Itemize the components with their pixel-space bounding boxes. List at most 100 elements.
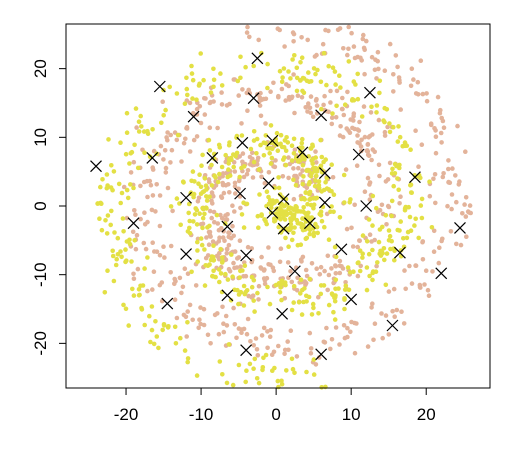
series-2-point [142,322,147,328]
series-2-point [239,165,244,171]
series-2-point [316,179,322,184]
series-2-point [197,211,202,216]
series-1-point [236,186,241,192]
series-2-point [305,201,310,207]
series-2-point [259,213,264,218]
series-1-point [157,282,163,288]
series-1-point [420,257,426,262]
series-2-point [283,148,289,153]
series-2-point [174,196,180,201]
series-2-point [202,176,208,181]
series-2-point [288,76,293,81]
series-2-point [217,359,223,364]
series-1-point [193,283,199,288]
series-1-point [413,91,419,96]
series-2-point [128,151,134,156]
series-1-point [232,180,238,186]
series-2-point [333,277,339,283]
series-2-point [306,167,311,173]
series-1-point [468,210,474,216]
series-1-point [220,182,226,188]
series-1-point [375,58,381,64]
series-1-point [372,321,378,327]
series-2-point [316,311,321,316]
x-tick-label: 10 [342,405,361,424]
series-1-point [232,265,237,271]
cluster-center-marker [221,289,234,302]
series-1-point [181,140,187,146]
series-1-point [314,103,320,108]
series-2-point [326,63,332,69]
series-1-point [382,68,388,73]
series-2-point [311,357,317,362]
series-1-point [255,353,261,358]
series-1-point [244,90,250,96]
series-1-point [128,170,134,175]
series-2-point [217,171,222,177]
series-2-point [291,283,297,289]
series-2-point [333,254,339,260]
series-1-point [219,226,224,231]
series-2-point [119,254,124,260]
series-2-point [251,129,257,134]
series-1-point [361,32,366,38]
series-1-point [237,238,243,243]
series-2-point [210,274,216,279]
series-2-point [313,155,319,160]
series-1-point [304,273,310,279]
series-1-point [230,203,235,208]
series-1-point [426,293,432,299]
series-2-point [149,304,155,309]
series-1-point [194,134,200,139]
series-2-point [291,177,296,182]
series-1-point [358,55,363,61]
series-2-point [255,225,261,230]
series-2-point [319,106,324,112]
series-2-point [198,184,204,190]
series-2-point [279,79,285,85]
series-1-point [440,236,445,242]
series-1-point [437,245,442,250]
series-1-point [397,80,402,85]
series-1-point [277,259,283,265]
series-1-point [174,137,180,143]
series-2-point [304,369,309,375]
series-2-point [111,169,117,174]
series-2-point [136,129,142,134]
series-1-point [231,233,236,239]
series-2-point [357,248,363,253]
series-2-point [177,201,182,206]
series-1-point [124,215,130,221]
series-1-point [256,283,262,289]
series-2-point [199,242,205,248]
series-1-point [217,175,222,181]
series-1-point [413,128,418,133]
series-1-point [168,160,173,165]
series-2-point [241,225,247,230]
series-2-point [349,98,355,103]
series-1-point [427,193,433,199]
series-1-point [133,246,139,252]
series-1-point [208,99,213,105]
series-1-point [453,173,458,178]
series-2-point [278,208,283,213]
series-2-point [298,60,303,65]
cluster-center-marker [318,196,331,209]
series-1-point [187,100,193,106]
series-1-point [224,246,230,252]
series-2-point [328,209,333,214]
series-2-point [198,191,204,196]
series-1-point [191,137,197,143]
series-1-point [303,280,309,286]
series-1-point [277,27,283,33]
series-1-point [334,88,340,94]
series-2-point [129,259,134,264]
series-2-point [161,322,167,327]
series-2-point [121,302,126,308]
series-2-point [418,203,424,208]
series-2-point [276,224,282,230]
series-1-point [150,165,155,170]
series-1-point [244,331,250,337]
series-1-point [316,294,321,300]
series-2-point [113,262,119,268]
